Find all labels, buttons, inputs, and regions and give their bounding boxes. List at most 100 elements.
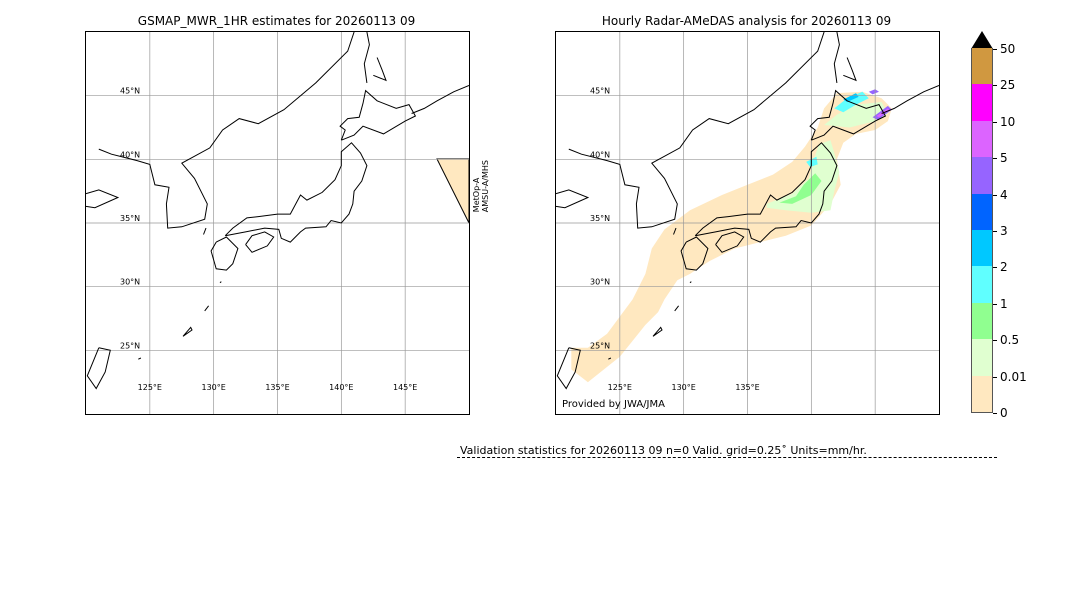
coastline-ryukyu2 xyxy=(674,305,679,312)
colorbar-label: 2 xyxy=(1000,260,1008,275)
lon-tick-label: 125°E xyxy=(138,383,162,392)
colorbar-segment xyxy=(972,230,992,267)
coastline-ryukyu3 xyxy=(608,357,612,360)
colorbar-label: 25 xyxy=(1000,78,1016,93)
satellite-label: MetOp-A AMSU-A/MHS xyxy=(472,160,490,212)
coastline-kuril xyxy=(881,85,939,114)
coastline-tsushima xyxy=(673,227,677,235)
coastline-shikoku xyxy=(245,231,275,253)
colorbar xyxy=(971,48,993,413)
coastline-ryukyu1 xyxy=(182,326,193,337)
coastline-honshu xyxy=(694,142,838,243)
colorbar-tick xyxy=(993,158,997,160)
radar-map-panel: 45°N 40°N 35°N 30°N 25°N 125°E 130°E 135°E Prov… xyxy=(555,31,940,415)
satellite-name: MetOp-A xyxy=(472,177,481,213)
colorbar-label: 0 xyxy=(1000,406,1008,420)
precip-area-0.5-north xyxy=(824,102,888,128)
colorbar-tick xyxy=(993,303,997,305)
colorbar-segment xyxy=(972,157,992,194)
lon-tick-label: 145°E xyxy=(393,383,417,392)
coastline-ryukyu1 xyxy=(652,326,663,337)
colorbar-tick xyxy=(993,121,997,123)
coastline-sakhalin2 xyxy=(843,57,857,82)
colorbar-extend-arrow xyxy=(971,31,993,49)
coastline-sakhalin xyxy=(363,32,370,83)
colorbar-tick xyxy=(993,340,997,342)
coastline-ryukyu4 xyxy=(689,281,692,284)
map-canvas: 45°N 40°N 35°N 30°N 25°N 125°E 130°E 135°E 140°E… xyxy=(86,32,469,414)
colorbar-tick xyxy=(993,49,997,50)
coastline-tsushima xyxy=(203,227,207,235)
coastline-china xyxy=(86,189,120,209)
colorbar-tick xyxy=(993,194,997,196)
lat-tick-label: 30°N xyxy=(120,278,140,287)
coastline-kyushu xyxy=(210,236,239,271)
lat-tick-label: 25°N xyxy=(590,341,610,350)
colorbar-segment xyxy=(972,339,992,376)
lat-tick-label: 40°N xyxy=(120,150,140,159)
colorbar-label: 4 xyxy=(1000,187,1008,202)
colorbar-tick xyxy=(993,85,997,87)
colorbar-segment xyxy=(972,193,992,230)
colorbar-label: 10 xyxy=(1000,114,1016,129)
colorbar-segment xyxy=(972,266,992,303)
lat-tick-label: 45°N xyxy=(590,87,610,96)
colorbar-segment xyxy=(972,375,992,412)
coastline-honshu xyxy=(224,142,368,243)
colorbar-label: 5 xyxy=(1000,151,1008,166)
coastline-china xyxy=(556,189,590,209)
colorbar-segment xyxy=(972,302,992,340)
colorbar-tick xyxy=(993,413,997,414)
precip-area-0.5 xyxy=(766,140,840,213)
lon-tick-label: 135°E xyxy=(265,383,289,392)
gsmap-map-panel: 45°N 40°N 35°N 30°N 25°N 125°E 130°E 135°E 140°E… xyxy=(85,31,470,415)
divider xyxy=(457,457,997,458)
coastline-hokkaido xyxy=(809,89,887,141)
sensor-name: AMSU-A/MHS xyxy=(481,160,490,213)
colorbar-tick xyxy=(993,376,997,378)
colorbar-segment xyxy=(972,48,992,85)
colorbar-label: 50 xyxy=(1000,42,1016,56)
coastline-sakhalin xyxy=(833,32,840,83)
coastline-kyushu xyxy=(680,236,709,271)
validation-statistics: Validation statistics for 20260113 09 n=… xyxy=(460,444,867,457)
colorbar-label: 0.5 xyxy=(1000,333,1020,348)
coastline-shikoku xyxy=(715,231,745,253)
colorbar-tick xyxy=(993,267,997,269)
coastline-ryukyu4 xyxy=(219,281,222,284)
coastline-hokkaido xyxy=(339,89,417,141)
precip-area-2-north xyxy=(834,91,869,113)
lat-tick-label: 40°N xyxy=(590,150,610,159)
precip-area-0.01 xyxy=(571,91,892,383)
right-map-title: Hourly Radar-AMeDAS analysis for 2026011… xyxy=(601,14,892,28)
coastline-ryukyu2 xyxy=(204,305,209,312)
lon-tick-label: 140°E xyxy=(329,383,353,392)
colorbar-tick xyxy=(993,231,997,232)
colorbar-label: 3 xyxy=(1000,224,1008,238)
colorbar-label: 1 xyxy=(1000,296,1008,311)
colorbar-segment xyxy=(972,84,992,121)
colorbar-label: 0.01 xyxy=(1000,369,1027,384)
lat-tick-label: 30°N xyxy=(590,278,610,287)
left-map-title: GSMAP_MWR_1HR estimates for 20260113 09 xyxy=(137,14,416,28)
lon-tick-label: 130°E xyxy=(202,383,226,392)
lat-tick-label: 35°N xyxy=(590,214,610,223)
coastline-korea xyxy=(568,32,825,229)
coastline-taiwan xyxy=(556,347,581,390)
coastline-kuril xyxy=(411,85,469,114)
lat-tick-label: 25°N xyxy=(120,341,140,350)
lat-tick-label: 35°N xyxy=(120,214,140,223)
lat-tick-label: 45°N xyxy=(120,87,140,96)
coastline-sakhalin2 xyxy=(373,57,387,82)
coastline-ryukyu3 xyxy=(138,357,142,360)
colorbar-segment xyxy=(972,120,992,158)
swath-edge-region xyxy=(436,158,469,224)
precip-area-5 xyxy=(868,89,879,95)
credit-label: Provided by JWA/JMA xyxy=(562,399,665,410)
coastline-taiwan xyxy=(86,347,111,390)
coastline-korea xyxy=(98,32,355,229)
precip-area-1 xyxy=(779,173,822,204)
map-canvas: 45°N 40°N 35°N 30°N 25°N 125°E 130°E 135°E xyxy=(556,32,939,414)
lon-tick-label: 130°E xyxy=(672,383,696,392)
